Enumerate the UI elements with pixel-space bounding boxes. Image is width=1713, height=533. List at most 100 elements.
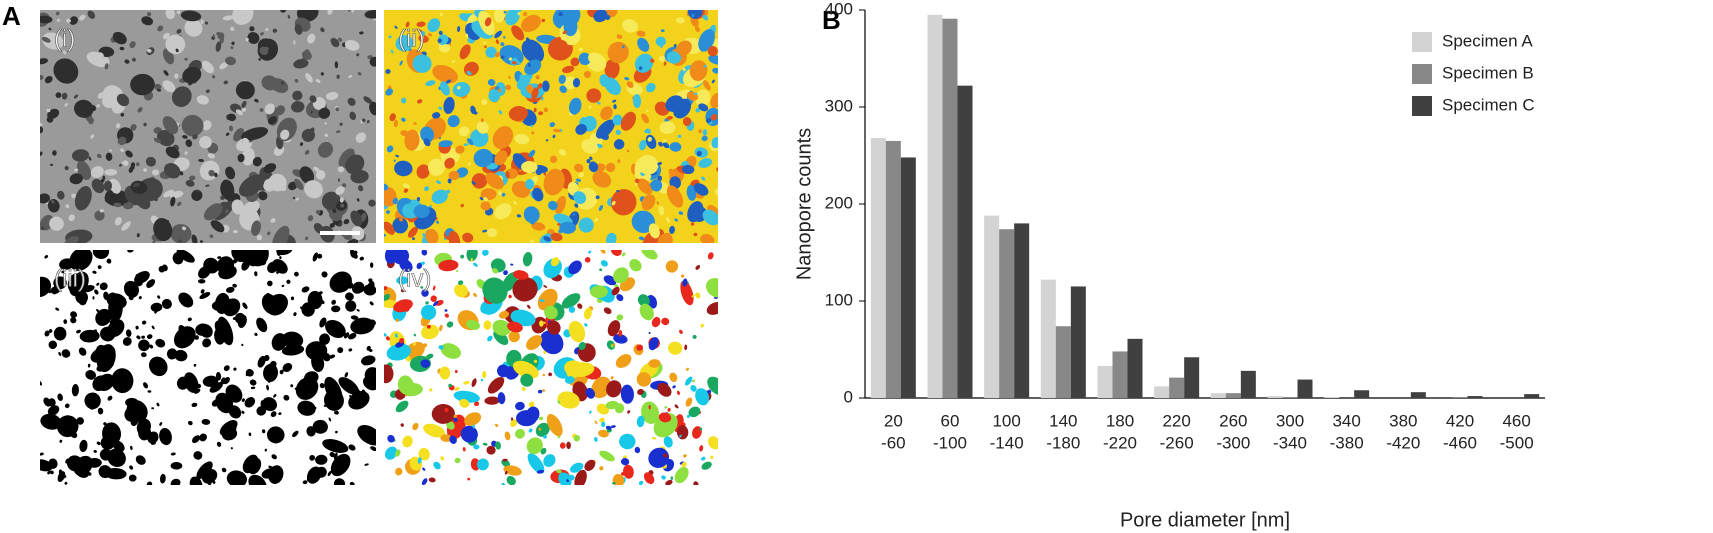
pore: [305, 73, 313, 83]
pore: [232, 10, 254, 25]
pore: [205, 184, 210, 187]
pore: [556, 469, 562, 474]
pore: [40, 151, 43, 156]
pore: [47, 108, 60, 119]
pore: [634, 178, 640, 184]
pore: [99, 448, 112, 461]
pore: [263, 363, 279, 382]
pore: [261, 75, 278, 91]
pore: [568, 260, 582, 275]
pore: [249, 26, 255, 32]
pore: [680, 80, 683, 84]
pore: [428, 477, 436, 483]
pore: [350, 169, 369, 184]
pore: [135, 325, 139, 330]
pore: [454, 457, 461, 464]
pore: [345, 292, 354, 301]
pore: [69, 173, 83, 185]
pore: [102, 438, 111, 448]
pore: [317, 141, 334, 158]
pore: [458, 280, 464, 285]
pore: [279, 256, 282, 260]
pore: [76, 417, 84, 425]
pore: [178, 239, 182, 243]
pore: [696, 150, 702, 157]
pore: [600, 250, 606, 254]
pore: [706, 118, 712, 123]
pore: [290, 384, 294, 388]
pore: [395, 318, 399, 322]
pore: [606, 380, 622, 398]
pore: [266, 384, 269, 391]
pore: [64, 403, 70, 409]
pore: [108, 178, 122, 194]
pore: [337, 347, 344, 354]
pore: [646, 109, 649, 113]
pore: [498, 110, 503, 115]
pore: [185, 179, 195, 187]
pore: [133, 191, 151, 210]
x-tick-label: -100: [933, 433, 967, 452]
pore: [420, 304, 437, 320]
pore: [503, 465, 522, 476]
pore: [312, 406, 317, 410]
pore: [507, 364, 510, 367]
pore: [674, 466, 689, 484]
pore: [233, 230, 238, 234]
pore: [591, 376, 612, 399]
pore: [57, 393, 63, 401]
pore: [215, 392, 234, 414]
pore: [122, 337, 132, 346]
pore: [202, 338, 212, 348]
pore: [710, 114, 718, 121]
pore: [224, 209, 229, 214]
pore: [433, 461, 441, 470]
pore: [530, 124, 533, 128]
pore: [520, 373, 534, 387]
pore: [320, 72, 324, 76]
pore: [97, 407, 104, 415]
pore: [294, 178, 304, 190]
pore: [641, 113, 650, 124]
pore: [500, 42, 505, 47]
pore: [531, 131, 535, 135]
pore: [494, 52, 501, 58]
pore: [315, 466, 327, 478]
pore: [256, 317, 268, 333]
pore: [137, 107, 143, 113]
pore: [384, 233, 386, 237]
pore: [516, 74, 531, 90]
pore: [639, 303, 654, 321]
x-tick-label: -140: [990, 433, 1024, 452]
pore: [331, 305, 341, 313]
pore: [267, 231, 271, 236]
pore: [56, 18, 61, 22]
pore: [106, 293, 127, 309]
pore: [497, 364, 510, 378]
pore: [49, 163, 54, 166]
pore: [543, 236, 551, 242]
pore: [125, 150, 133, 158]
pore: [170, 452, 176, 456]
pore: [446, 321, 454, 328]
pore: [622, 19, 639, 33]
pore: [550, 257, 560, 267]
legend-swatch: [1412, 64, 1432, 84]
pore: [357, 72, 362, 76]
pore: [201, 60, 215, 74]
pore: [40, 226, 45, 231]
pore: [196, 461, 213, 480]
pore: [516, 214, 522, 218]
pore: [566, 479, 569, 483]
pore: [578, 172, 585, 178]
pore: [231, 252, 235, 256]
pore: [698, 29, 715, 52]
pore: [384, 364, 394, 384]
pore: [487, 79, 496, 86]
pore: [651, 316, 661, 328]
pore: [219, 62, 229, 70]
pore: [230, 26, 235, 31]
pore: [610, 250, 622, 256]
pore: [629, 258, 642, 272]
pore: [370, 262, 374, 268]
